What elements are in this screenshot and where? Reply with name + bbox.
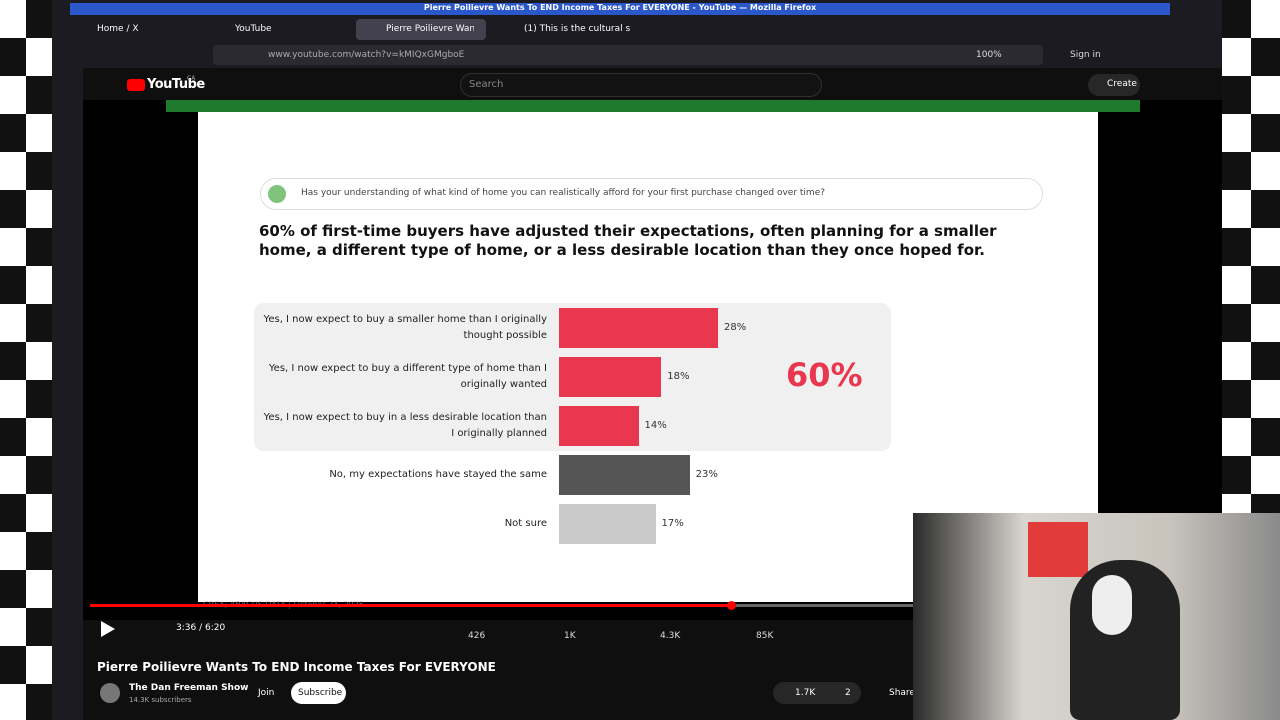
tab[interactable]: (1) This is the cultural s <box>524 24 631 34</box>
title-bar <box>70 3 1170 15</box>
create[interactable]: Create <box>1107 79 1137 89</box>
tab[interactable]: Pierre Poilievre Wants To END Income Tax… <box>386 24 474 34</box>
like-pill[interactable] <box>773 682 861 704</box>
stat-replies: 426 <box>468 631 486 641</box>
url-bar[interactable] <box>213 45 1043 65</box>
dislikes[interactable]: 2 <box>845 688 851 698</box>
bar-label: Yes, I now expect to buy a different typ… <box>268 363 547 390</box>
region: CA <box>187 75 196 82</box>
progress-played[interactable] <box>90 604 731 607</box>
stat-reposts: 1K <box>564 631 576 641</box>
channel-name[interactable]: The Dan Freeman Show <box>129 683 249 693</box>
window-title: Pierre Poilievre Wants To END Income Tax… <box>423 3 817 12</box>
join[interactable]: Join <box>258 688 275 698</box>
question-icon <box>268 185 286 203</box>
sign-in[interactable]: Sign in <box>1070 50 1101 60</box>
value-label: 18% <box>667 371 690 382</box>
yt-logo[interactable]: YouTube <box>147 77 205 92</box>
slide-top-band <box>166 100 1140 112</box>
annotation: 60% <box>786 356 863 394</box>
tab[interactable]: Home / X <box>97 24 139 34</box>
subscribe-button[interactable] <box>291 682 346 704</box>
share[interactable]: Share <box>889 688 915 698</box>
subscribers: 14.3K subscribers <box>129 696 192 704</box>
bar-label: Yes, I now expect to buy a smaller home … <box>263 314 547 341</box>
webcam-flag <box>1028 522 1088 577</box>
bar-label: Not sure <box>504 518 547 529</box>
tab-active <box>356 19 486 40</box>
headline: 60% of first-time buyers have adjusted t… <box>259 222 997 259</box>
value-label: 28% <box>724 322 747 333</box>
value-label: 14% <box>644 420 667 431</box>
webcam-mask <box>1092 575 1132 635</box>
url[interactable]: www.youtube.com/watch?v=kMIQxGMgboE <box>268 50 465 60</box>
likes[interactable]: 1.7K <box>795 688 816 698</box>
create-button[interactable] <box>1088 74 1140 96</box>
progress-knob[interactable] <box>727 601 736 610</box>
bar <box>559 455 690 495</box>
value-label: 23% <box>695 469 718 480</box>
left-checker <box>0 0 52 720</box>
question-box <box>260 178 1043 210</box>
yt-logo-icon[interactable] <box>127 79 145 91</box>
zoom[interactable]: 100% <box>976 50 1002 60</box>
search-box[interactable] <box>460 73 822 97</box>
bar <box>559 504 656 544</box>
question: Has your understanding of what kind of h… <box>301 188 826 198</box>
bar <box>559 308 719 348</box>
time: 3:36 / 6:20 <box>176 623 226 633</box>
bar-label: No, my expectations have stayed the same <box>329 469 547 480</box>
value-label: 17% <box>661 518 684 529</box>
play-button[interactable] <box>101 621 115 637</box>
search-placeholder[interactable]: Search <box>469 79 504 90</box>
bar <box>559 357 662 397</box>
channel-avatar[interactable] <box>100 683 120 703</box>
stat-likes: 4.3K <box>660 631 681 641</box>
tab[interactable]: YouTube <box>235 24 272 34</box>
stat-views: 85K <box>756 631 774 641</box>
bar <box>559 406 639 446</box>
bar-label: Yes, I now expect to buy in a less desir… <box>263 412 547 439</box>
subscribe[interactable]: Subscribe <box>298 688 343 698</box>
video-title: Pierre Poilievre Wants To END Income Tax… <box>97 660 496 674</box>
